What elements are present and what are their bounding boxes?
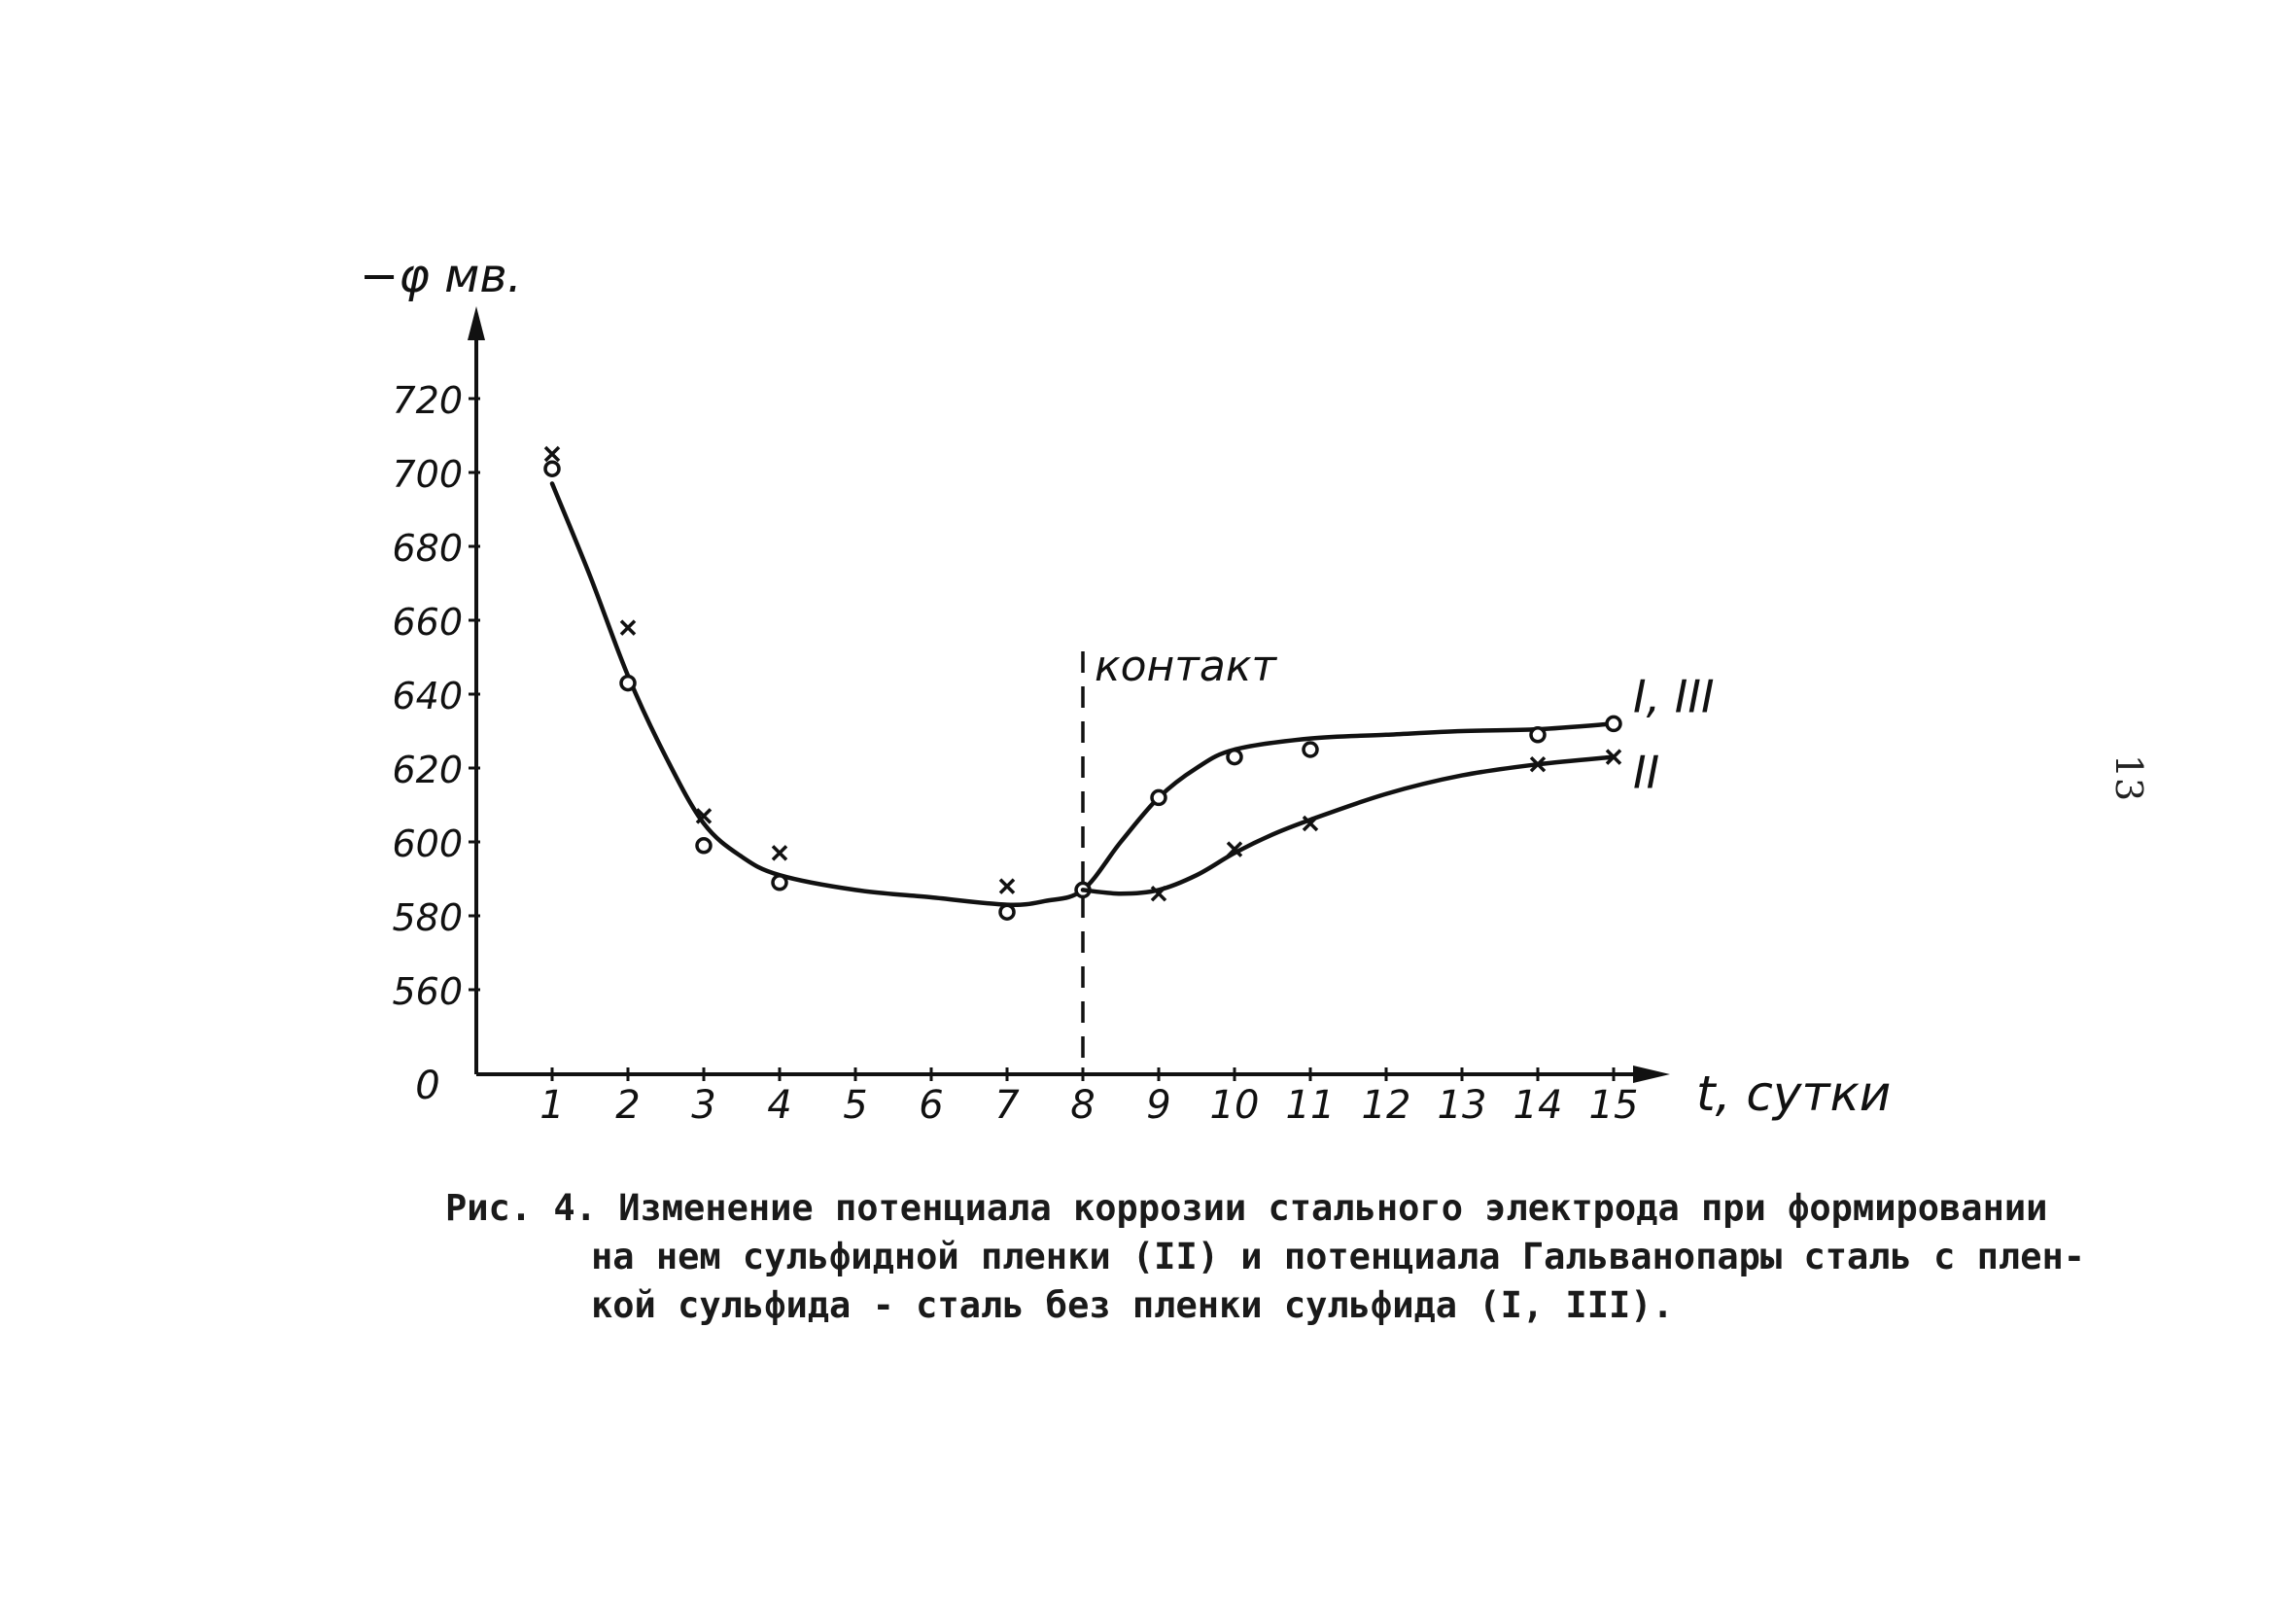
point-1-3 xyxy=(771,874,788,891)
point-1-4 xyxy=(998,903,1016,921)
x-tick-label-12: 12 xyxy=(1362,1083,1411,1128)
point-1-9 xyxy=(1529,726,1547,744)
x-tick-label-9: 9 xyxy=(1146,1083,1170,1128)
y-axis-arrow xyxy=(468,306,485,340)
x-tick-label-15: 15 xyxy=(1589,1083,1639,1128)
point-2-6 xyxy=(1226,841,1243,857)
x-tick-label-4: 4 xyxy=(767,1083,791,1128)
x-tick-label-11: 11 xyxy=(1286,1083,1336,1128)
caption-line-2: на нем сульфидной пленки (II) и потенциа… xyxy=(591,1236,2086,1277)
point-1-6 xyxy=(1150,788,1167,807)
caption-line-1: Рис. 4. Изменение потенциала коррозии ст… xyxy=(445,1187,2048,1229)
y-tick-label-580: 580 xyxy=(392,896,463,939)
x-tick-label-7: 7 xyxy=(994,1083,1020,1128)
series-labels: I, III II xyxy=(1633,670,1715,798)
point-1-7 xyxy=(1226,748,1243,766)
y-tick-label-700: 700 xyxy=(392,453,463,496)
y-tick-label-600: 600 xyxy=(392,822,463,865)
series-label-1: I, III xyxy=(1633,670,1715,722)
point-1-1 xyxy=(619,674,637,692)
x-tick-label-3: 3 xyxy=(691,1083,715,1128)
point-1-10 xyxy=(1605,715,1622,733)
y-axis-label: −φ мв. xyxy=(360,249,522,303)
x-axis-arrow xyxy=(1633,1066,1670,1083)
point-2-3 xyxy=(771,845,788,861)
caption-line-3: кой сульфида - сталь без пленки сульфида… xyxy=(591,1284,1674,1326)
page-number: 13 xyxy=(2107,753,2150,802)
point-2-1 xyxy=(619,619,637,636)
x-ticks: 1 2 3 4 5 6 7 8 9 10 11 12 13 14 15 xyxy=(539,1067,1638,1128)
y-tick-label-720: 720 xyxy=(392,379,463,422)
y-ticks: 720 700 680 660 640 620 600 580 560 xyxy=(392,379,480,1013)
point-2-4 xyxy=(998,878,1016,894)
point-2-2 xyxy=(695,808,713,824)
x-tick-label-8: 8 xyxy=(1070,1083,1095,1128)
y-tick-label-620: 620 xyxy=(392,749,463,791)
figure-caption: Рис. 4. Изменение потенциала коррозии ст… xyxy=(445,1184,2086,1330)
x-tick-label-6: 6 xyxy=(919,1083,943,1128)
axes xyxy=(468,306,1670,1083)
y-origin-label: 0 xyxy=(415,1064,439,1108)
series-2 xyxy=(543,445,1622,902)
x-tick-label-2: 2 xyxy=(615,1083,640,1128)
point-2-7 xyxy=(1302,815,1319,832)
point-2-8 xyxy=(1529,755,1547,773)
y-tick-label-640: 640 xyxy=(392,675,463,717)
point-2-5 xyxy=(1150,885,1167,902)
series-label-2: II xyxy=(1633,747,1659,799)
point-2-0 xyxy=(543,445,561,463)
series-1 xyxy=(543,460,1622,921)
y-tick-label-560: 560 xyxy=(392,970,463,1013)
y-tick-label-680: 680 xyxy=(392,527,463,570)
point-1-2 xyxy=(695,837,713,855)
x-tick-label-10: 10 xyxy=(1210,1083,1260,1128)
point-1-0 xyxy=(543,460,561,477)
point-1-8 xyxy=(1302,741,1319,758)
x-tick-label-5: 5 xyxy=(843,1083,867,1128)
x-tick-label-13: 13 xyxy=(1438,1083,1487,1128)
x-tick-label-1: 1 xyxy=(539,1083,564,1128)
point-2-9 xyxy=(1605,749,1622,765)
contact-label: контакт xyxy=(1095,642,1277,691)
contact-annotation: контакт xyxy=(1081,642,1277,1071)
series-line-1 xyxy=(549,481,1617,907)
series-line-2 xyxy=(1080,754,1617,896)
series-group xyxy=(543,445,1622,921)
x-tick-label-14: 14 xyxy=(1513,1083,1563,1128)
y-tick-label-660: 660 xyxy=(392,601,463,644)
x-axis-label: t, сутки xyxy=(1696,1066,1891,1122)
